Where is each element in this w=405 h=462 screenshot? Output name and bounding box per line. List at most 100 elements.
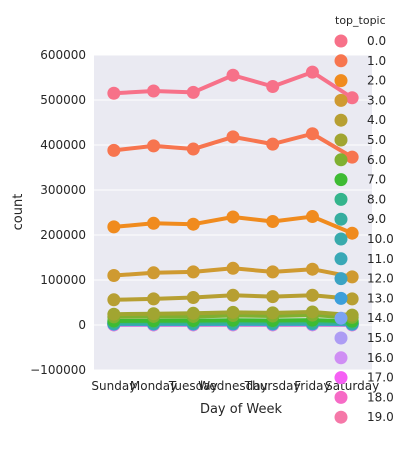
x-tick-label: Sunday (91, 379, 136, 393)
data-point (305, 210, 319, 224)
data-point (305, 305, 319, 319)
data-point (345, 292, 359, 306)
series-1.0 (107, 127, 359, 164)
y-tick-label: 100000 (40, 273, 86, 287)
legend-label: 15.0 (367, 331, 394, 345)
series-2.0 (107, 210, 359, 240)
legend-label: 17.0 (367, 371, 394, 385)
data-point (345, 226, 359, 240)
y-tick-label: 400000 (40, 138, 86, 152)
y-tick-label: 200000 (40, 228, 86, 242)
legend-marker (334, 113, 348, 127)
y-axis-label: count (11, 194, 26, 231)
legend-marker (334, 272, 348, 286)
legend-marker (334, 291, 348, 305)
data-point (266, 306, 280, 320)
data-point (147, 307, 161, 321)
data-point (186, 85, 200, 99)
legend-marker (334, 311, 348, 325)
legend-title: top_topic (335, 14, 386, 27)
data-point (226, 210, 240, 224)
y-tick-label: 300000 (40, 183, 86, 197)
legend-label: 13.0 (367, 291, 394, 305)
data-point (186, 142, 200, 156)
data-point (186, 306, 200, 320)
data-point (345, 270, 359, 284)
y-ticks: −100000 0 100000 200000 300000 400000 500000 60… (30, 48, 86, 377)
data-point (107, 143, 121, 157)
legend-marker (334, 133, 348, 147)
data-point (147, 216, 161, 230)
legend-marker (334, 74, 348, 88)
legend-label: 7.0 (367, 173, 386, 187)
legend-marker (334, 192, 348, 206)
legend-label: 12.0 (367, 272, 394, 286)
data-point (107, 220, 121, 234)
data-point (305, 65, 319, 79)
legend: top_topic 0.0 1.0 2.0 3.0 4.0 5.0 6.0 7.0 8.0 9.0… (334, 14, 394, 424)
data-point (345, 150, 359, 164)
data-point (266, 137, 280, 151)
data-point (186, 291, 200, 305)
legend-marker (334, 410, 348, 424)
y-tick-label: −100000 (30, 363, 86, 377)
data-point (226, 288, 240, 302)
legend-marker (334, 371, 348, 385)
x-tick-label: Tuesday (168, 379, 218, 393)
legend-label: 1.0 (367, 54, 386, 68)
data-point (226, 68, 240, 82)
data-point (107, 293, 121, 307)
legend-label: 14.0 (367, 311, 394, 325)
legend-label: 3.0 (367, 93, 386, 107)
y-tick-label: 600000 (40, 48, 86, 62)
data-point (305, 288, 319, 302)
series-3.0 (107, 261, 359, 284)
data-point (266, 265, 280, 279)
legend-marker (334, 212, 348, 226)
legend-marker (334, 331, 348, 345)
legend-label: 6.0 (367, 153, 386, 167)
data-point (147, 266, 161, 280)
legend-label: 0.0 (367, 34, 386, 48)
legend-label: 16.0 (367, 351, 394, 365)
x-tick-label: Wednesday (198, 379, 267, 393)
legend-label: 11.0 (367, 252, 394, 266)
legend-marker (334, 232, 348, 246)
legend-marker (334, 54, 348, 68)
x-ticks: SundayMondayTuesdayWednesdayThursdayFrid… (91, 379, 379, 393)
data-point (345, 308, 359, 322)
data-point (305, 127, 319, 141)
data-point (226, 261, 240, 275)
legend-label: 2.0 (367, 74, 386, 88)
data-point (147, 292, 161, 306)
legend-label: 8.0 (367, 192, 386, 206)
legend-label: 4.0 (367, 113, 386, 127)
data-point (186, 265, 200, 279)
data-point (266, 290, 280, 304)
x-axis-label: Day of Week (200, 402, 283, 417)
data-point (305, 262, 319, 276)
legend-label: 19.0 (367, 410, 394, 424)
legend-marker (334, 351, 348, 365)
legend-label: 10.0 (367, 232, 394, 246)
data-point (186, 217, 200, 231)
legend-label: 9.0 (367, 212, 386, 226)
series-0.0 (107, 65, 359, 105)
x-tick-label: Monday (130, 379, 177, 393)
legend-label: 18.0 (367, 390, 394, 404)
data-point (147, 84, 161, 98)
legend-marker (334, 153, 348, 167)
data-point (226, 130, 240, 144)
x-tick-label: Thursday (244, 379, 301, 393)
y-tick-label: 500000 (40, 93, 86, 107)
legend-marker (334, 252, 348, 266)
legend-marker (334, 390, 348, 404)
series-layer (107, 65, 359, 332)
data-point (107, 307, 121, 321)
data-point (107, 86, 121, 100)
legend-marker (334, 93, 348, 107)
legend-label: 5.0 (367, 133, 386, 147)
data-point (107, 269, 121, 282)
data-point (147, 139, 161, 153)
